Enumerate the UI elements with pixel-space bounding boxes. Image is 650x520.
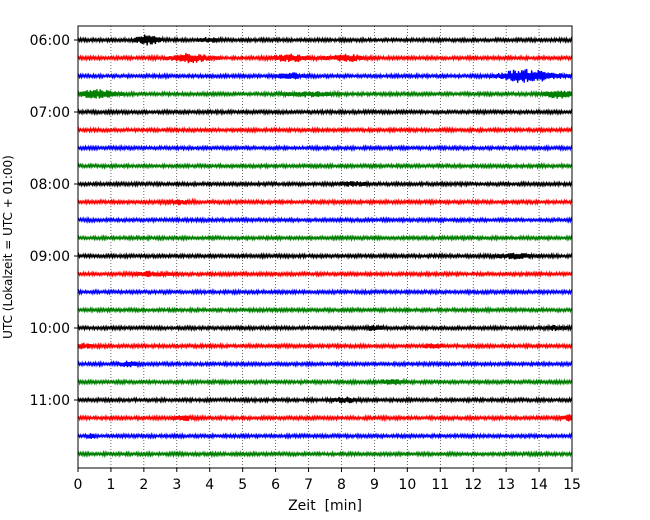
trace-line-8 bbox=[77, 179, 573, 189]
trace-line-9 bbox=[77, 197, 573, 207]
x-tick-label-11: 11 bbox=[431, 477, 449, 493]
traces bbox=[77, 34, 573, 459]
trace-line-10 bbox=[77, 215, 573, 225]
x-tick-label-9: 9 bbox=[370, 477, 379, 493]
trace-line-23 bbox=[77, 449, 573, 459]
x-axis: 0 1 2 3 4 5 6 7 8 9 10 11 12 13 14 15 bbox=[74, 468, 581, 493]
y-tick-label-5: 11:00 bbox=[30, 393, 70, 409]
trace-line-20 bbox=[77, 395, 573, 405]
y-tick-label-3: 09:00 bbox=[30, 249, 70, 265]
trace-line-21 bbox=[77, 413, 573, 423]
trace-line-14 bbox=[77, 287, 573, 297]
x-tick-label-7: 7 bbox=[304, 477, 313, 493]
x-tick-label-6: 6 bbox=[271, 477, 280, 493]
x-tick-label-13: 13 bbox=[497, 477, 515, 493]
y-tick-label-4: 10:00 bbox=[30, 321, 70, 337]
y-tick-label-1: 07:00 bbox=[30, 105, 70, 121]
x-tick-label-4: 4 bbox=[205, 477, 214, 493]
trace-line-12 bbox=[77, 251, 573, 261]
trace-line-22 bbox=[77, 431, 573, 440]
trace-line-15 bbox=[77, 305, 573, 314]
trace-line-17 bbox=[77, 341, 573, 351]
x-tick-label-2: 2 bbox=[139, 477, 148, 493]
x-axis-label: Zeit [min] bbox=[288, 498, 362, 514]
y-tick-label-0: 06:00 bbox=[30, 33, 70, 49]
y-tick-label-2: 08:00 bbox=[30, 177, 70, 193]
x-tick-label-0: 0 bbox=[74, 477, 83, 493]
plot-frame bbox=[77, 25, 573, 469]
trace-line-7 bbox=[77, 161, 573, 171]
trace-line-5 bbox=[77, 126, 573, 135]
x-tick-label-3: 3 bbox=[172, 477, 181, 493]
trace-line-16 bbox=[77, 323, 573, 333]
x-tick-label-1: 1 bbox=[106, 477, 115, 493]
trace-line-11 bbox=[77, 233, 573, 243]
trace-line-1 bbox=[77, 53, 573, 64]
trace-line-6 bbox=[77, 143, 573, 153]
x-tick-label-12: 12 bbox=[464, 477, 482, 493]
trace-line-13 bbox=[77, 269, 573, 279]
y-axis: 06:00 07:00 08:00 09:00 10:00 11:00 bbox=[30, 33, 78, 409]
x-tick-label-8: 8 bbox=[337, 477, 346, 493]
y-axis-label: UTC (Lokalzeit = UTC + 01:00) bbox=[1, 155, 15, 339]
plot-background bbox=[78, 26, 572, 468]
x-tick-label-10: 10 bbox=[398, 477, 416, 493]
x-tick-label-15: 15 bbox=[563, 477, 581, 493]
trace-line-3 bbox=[77, 89, 573, 99]
trace-line-0 bbox=[77, 34, 573, 46]
x-tick-label-14: 14 bbox=[530, 477, 548, 493]
trace-line-4 bbox=[77, 107, 573, 117]
trace-line-18 bbox=[77, 359, 573, 369]
trace-line-19 bbox=[77, 377, 573, 387]
x-tick-label-5: 5 bbox=[238, 477, 247, 493]
trace-line-2 bbox=[77, 68, 573, 83]
